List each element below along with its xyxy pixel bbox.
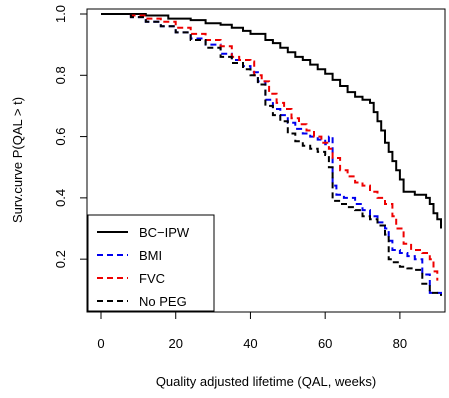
survival-curves xyxy=(101,13,442,296)
x-tick-label: 20 xyxy=(168,336,182,351)
y-axis-title: Surv.curve P(QAL > t) xyxy=(10,97,25,223)
legend-label: BMI xyxy=(139,248,162,263)
x-axis-title: Quality adjusted lifetime (QAL, weeks) xyxy=(156,374,376,389)
legend-label: FVC xyxy=(139,271,165,286)
x-tick-label: 80 xyxy=(393,336,407,351)
y-tick-label: 1.0 xyxy=(53,5,68,23)
x-axis: 0 20 40 60 80 xyxy=(97,312,407,351)
legend: BC−IPW BMI FVC No PEG xyxy=(87,214,215,312)
y-tick-label: 0.2 xyxy=(53,250,68,268)
y-tick-label: 0.4 xyxy=(53,189,68,207)
x-tick-label: 60 xyxy=(318,336,332,351)
plot-frame xyxy=(86,8,446,313)
series-line-bmi xyxy=(101,13,442,296)
series-line-fvc xyxy=(101,13,439,281)
x-tick-label: 40 xyxy=(243,336,257,351)
y-tick-label: 0.6 xyxy=(53,128,68,146)
y-tick-label: 0.8 xyxy=(53,66,68,84)
legend-label: No PEG xyxy=(139,294,187,309)
series-line-bc-ipw xyxy=(101,13,442,229)
legend-label: BC−IPW xyxy=(139,225,190,240)
legend-box xyxy=(87,214,215,312)
x-tick-label: 0 xyxy=(97,336,104,351)
y-axis: 0.2 0.4 0.6 0.8 1.0 xyxy=(53,5,87,268)
series-line-no-peg xyxy=(101,13,442,296)
